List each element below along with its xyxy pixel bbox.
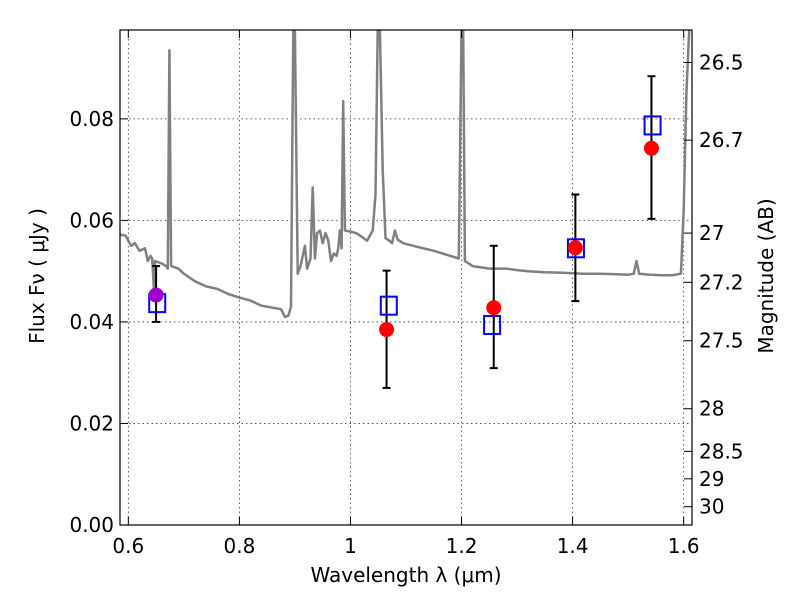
observed-flux-point xyxy=(379,322,395,338)
spectrum-line xyxy=(120,30,691,319)
mag-tick-label: 28 xyxy=(699,397,724,421)
axis-ticks: 0.6 0.8 1 1.2 1.4 1.6 0.00 0.02 0.04 0.06 0.08 26.5… xyxy=(69,30,744,558)
grid-lines xyxy=(120,30,692,526)
mag-tick-label: 26.5 xyxy=(699,50,744,74)
mag-tick-label: 28.5 xyxy=(699,439,744,463)
mag-tick-label: 27.5 xyxy=(699,329,744,353)
mag-tick-label: 27 xyxy=(699,221,724,245)
x-tick-label: 1.6 xyxy=(668,534,700,558)
y-axis-label: Flux Fν ( μJy ) xyxy=(25,208,49,344)
x-tick-label: 1.4 xyxy=(557,534,589,558)
y-axis-right-label: Magnitude (AB) xyxy=(754,198,778,353)
mag-tick-label: 27.2 xyxy=(699,270,744,294)
x-tick-label: 1.2 xyxy=(446,534,478,558)
mag-tick-label: 26.7 xyxy=(699,128,744,152)
y-tick-label: 0.08 xyxy=(69,107,114,131)
mag-tick-label: 29 xyxy=(699,467,724,491)
x-axis-label: Wavelength λ (μm) xyxy=(310,563,501,587)
x-tick-label: 0.6 xyxy=(112,534,144,558)
y-tick-label: 0.06 xyxy=(69,208,114,232)
y-tick-label: 0.04 xyxy=(69,310,114,334)
model-photometry-square xyxy=(483,314,502,335)
observed-flux-point xyxy=(148,287,164,303)
observed-flux-point xyxy=(486,300,502,316)
y-tick-label: 0.02 xyxy=(69,411,114,435)
plot-frame xyxy=(119,29,693,526)
x-tick-label: 1 xyxy=(344,534,357,558)
mag-tick-label: 30 xyxy=(699,495,724,519)
observed-flux-point xyxy=(567,240,583,256)
data-points xyxy=(148,75,662,389)
observed-flux-point xyxy=(643,140,659,156)
model-photometry-square xyxy=(379,295,398,316)
model-spectrum xyxy=(120,30,691,319)
model-photometry-square xyxy=(643,115,662,136)
x-tick-label: 0.8 xyxy=(223,534,255,558)
y-tick-label: 0.00 xyxy=(69,513,114,537)
